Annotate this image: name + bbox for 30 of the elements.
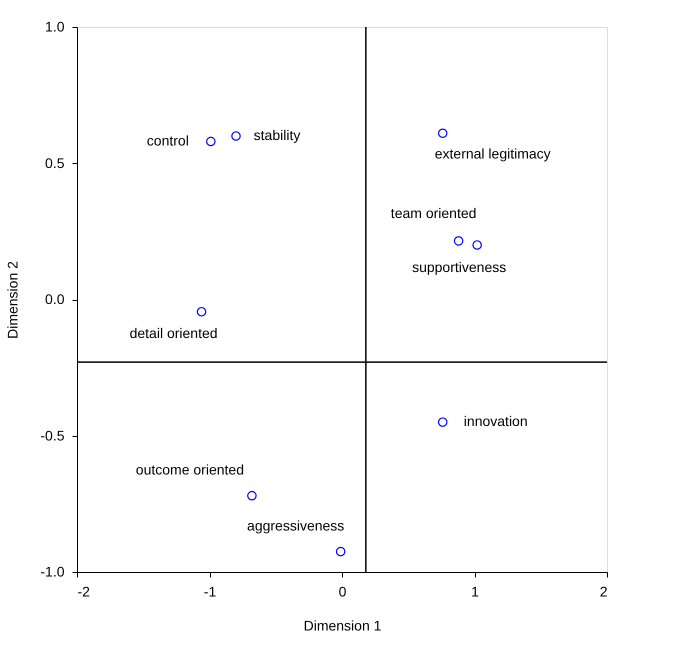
annotation: control: [146, 132, 189, 148]
y-axis-title: Dimension 2: [4, 260, 20, 339]
x-tick-label: -1: [204, 584, 216, 600]
annotation: outcome oriented: [136, 462, 244, 478]
annotation: team oriented: [390, 204, 476, 221]
annotation: detail oriented: [130, 324, 218, 341]
point: [196, 306, 206, 317]
y-tick-label: 0.5: [45, 154, 65, 171]
point: [454, 236, 464, 246]
annotation: aggressiveness: [247, 518, 344, 534]
y-tick-label: -1.0: [40, 564, 65, 580]
point: [336, 546, 346, 556]
point: [438, 417, 448, 427]
point: [472, 240, 482, 250]
annotation: stability: [254, 127, 300, 143]
point: [247, 490, 257, 500]
y-tick-label: 0.0: [45, 291, 65, 307]
point: [438, 128, 448, 138]
y-tick-label: -0.5: [40, 427, 65, 444]
point: [206, 136, 216, 146]
x-tick-label: -2: [78, 584, 90, 600]
point: [231, 131, 241, 141]
x-tick-label: 1: [471, 584, 480, 600]
y-tick-label: 1.0: [45, 18, 65, 34]
annotation: external legitimacy: [434, 145, 551, 162]
x-tick-label: 2: [600, 584, 608, 600]
x-axis-title: Dimension 1: [304, 618, 382, 634]
annotation: innovation: [464, 413, 528, 430]
annotation: supportiveness: [412, 259, 506, 275]
x-tick-label: 0: [338, 584, 347, 600]
